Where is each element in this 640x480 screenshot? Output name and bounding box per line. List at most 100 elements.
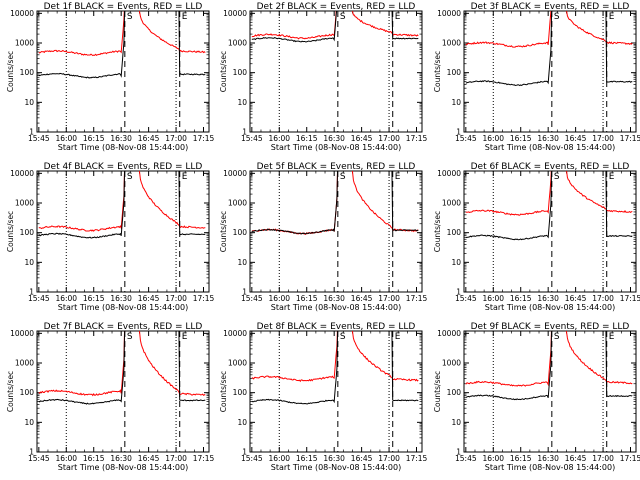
x-tick-label: 16:45	[565, 454, 587, 463]
x-axis-label: Start Time (08-Nov-08 15:44:00)	[58, 463, 188, 472]
y-tick-label: 1	[456, 288, 461, 297]
x-tick-label: 17:00	[165, 294, 187, 303]
y-axis-label: Counts/sec	[433, 51, 442, 92]
y-tick-label: 100	[233, 68, 248, 77]
events-series-line	[38, 171, 206, 239]
plot-frame	[463, 10, 637, 133]
x-tick-label: 16:30	[110, 454, 132, 463]
x-tick-label: 16:15	[83, 134, 105, 143]
event-marker-label: E	[182, 332, 188, 342]
panel-title: Det 3f BLACK = Events, RED = LLD	[471, 2, 630, 12]
panel-4: Det 4f BLACK = Events, RED = LLD 1 10 100 10…	[6, 162, 215, 312]
panel-title: Det 5f BLACK = Events, RED = LLD	[257, 162, 416, 172]
y-tick-label: 1	[456, 448, 461, 457]
x-tick-label: 16:00	[55, 294, 77, 303]
x-tick-label: 16:45	[565, 134, 587, 143]
event-marker-label: S	[340, 12, 346, 22]
y-tick-label: 1000	[442, 39, 461, 48]
x-tick-label: 15:45	[241, 134, 263, 143]
y-axis-label: Counts/sec	[219, 211, 228, 252]
plot-frame	[249, 10, 423, 133]
x-axis-label: Start Time (08-Nov-08 15:44:00)	[58, 143, 188, 152]
x-tick-label: 15:45	[241, 454, 263, 463]
events-series-line	[38, 11, 206, 79]
y-tick-label: 10000	[223, 9, 247, 18]
lld-series-line	[465, 331, 633, 387]
x-tick-label: 17:15	[193, 454, 215, 463]
x-tick-label: 16:30	[323, 294, 345, 303]
x-tick-label: 16:15	[296, 454, 318, 463]
panel-title: Det 1f BLACK = Events, RED = LLD	[44, 2, 203, 12]
x-tick-label: 16:45	[351, 134, 373, 143]
x-tick-label: 16:30	[323, 134, 345, 143]
x-tick-label: 16:30	[537, 294, 559, 303]
x-axis-label: Start Time (08-Nov-08 15:44:00)	[271, 143, 401, 152]
lld-series-line	[251, 331, 419, 383]
event-marker-label: E	[182, 172, 188, 182]
x-tick-label: 17:15	[406, 294, 428, 303]
x-tick-label: 16:00	[482, 454, 504, 463]
lld-series-line	[38, 11, 206, 57]
y-tick-label: 100	[20, 228, 35, 237]
y-tick-label: 1	[29, 128, 34, 137]
event-marker-label: S	[340, 332, 346, 342]
x-tick-label: 15:45	[28, 454, 50, 463]
y-tick-label: 100	[447, 228, 462, 237]
y-tick-label: 10	[24, 258, 34, 267]
event-marker-label: S	[127, 332, 133, 342]
x-tick-label: 16:15	[510, 134, 532, 143]
x-tick-label: 16:45	[351, 294, 373, 303]
x-tick-label: 17:00	[165, 454, 187, 463]
x-tick-label: 15:45	[28, 134, 50, 143]
panel-title: Det 6f BLACK = Events, RED = LLD	[471, 162, 630, 172]
y-tick-label: 10	[237, 418, 247, 427]
x-tick-label: 16:45	[565, 294, 587, 303]
y-tick-label: 1	[29, 448, 34, 457]
panel-9: Det 9f BLACK = Events, RED = LLD 1 10 100 10…	[433, 322, 640, 472]
events-series-line	[465, 331, 633, 401]
lld-series-line	[38, 171, 206, 232]
x-tick-label: 16:00	[482, 294, 504, 303]
plot-frame	[463, 330, 637, 453]
x-tick-label: 15:45	[455, 454, 477, 463]
event-marker-label: E	[609, 332, 615, 342]
x-tick-label: 16:45	[138, 134, 160, 143]
x-tick-label: 16:45	[351, 454, 373, 463]
x-tick-label: 16:30	[110, 134, 132, 143]
y-tick-label: 10	[451, 98, 461, 107]
panel-title: Det 9f BLACK = Events, RED = LLD	[471, 322, 630, 332]
event-marker-label: S	[554, 172, 560, 182]
event-marker-label: E	[395, 172, 401, 182]
x-tick-label: 16:30	[537, 454, 559, 463]
x-axis-label: Start Time (08-Nov-08 15:44:00)	[485, 143, 615, 152]
y-axis-label: Counts/sec	[433, 371, 442, 412]
x-tick-label: 17:15	[193, 134, 215, 143]
x-tick-label: 16:15	[510, 294, 532, 303]
plot-frame	[36, 170, 210, 293]
x-tick-label: 16:00	[268, 294, 290, 303]
x-tick-label: 16:45	[138, 294, 160, 303]
y-tick-label: 10000	[10, 329, 34, 338]
y-tick-label: 100	[20, 68, 35, 77]
x-tick-label: 16:30	[110, 294, 132, 303]
x-tick-label: 17:15	[406, 454, 428, 463]
y-tick-label: 10	[24, 98, 34, 107]
y-tick-label: 1000	[228, 359, 247, 368]
x-tick-label: 16:15	[510, 454, 532, 463]
y-tick-label: 1000	[15, 39, 34, 48]
x-tick-label: 17:00	[378, 294, 400, 303]
x-tick-label: 16:45	[138, 454, 160, 463]
y-tick-label: 10000	[437, 9, 461, 18]
x-tick-label: 16:15	[83, 454, 105, 463]
events-series-line	[251, 171, 419, 235]
y-axis-label: Counts/sec	[6, 371, 15, 412]
event-marker-label: E	[395, 12, 401, 22]
x-axis-label: Start Time (08-Nov-08 15:44:00)	[485, 463, 615, 472]
x-tick-label: 16:00	[268, 454, 290, 463]
x-tick-label: 16:00	[55, 454, 77, 463]
panel-2: Det 2f BLACK = Events, RED = LLD 1 10 100 10…	[219, 2, 428, 152]
x-axis-label: Start Time (08-Nov-08 15:44:00)	[58, 303, 188, 312]
x-tick-label: 16:30	[537, 134, 559, 143]
y-tick-label: 1000	[15, 359, 34, 368]
